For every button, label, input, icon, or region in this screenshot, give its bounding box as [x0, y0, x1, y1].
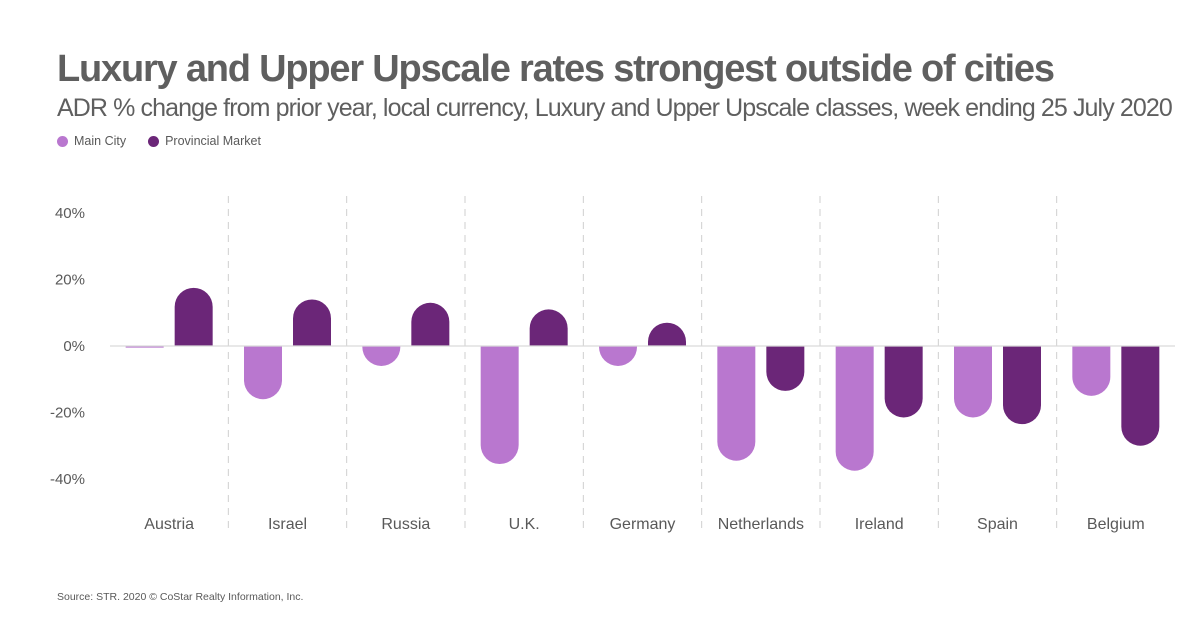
category-label: Belgium: [1087, 516, 1145, 533]
legend-item-main-city: Main City: [57, 134, 126, 148]
y-tick-label: -40%: [50, 471, 85, 488]
bar-provincial-market-israel: [293, 299, 331, 346]
legend: Main City Provincial Market: [57, 134, 283, 148]
y-tick-label: 40%: [55, 205, 85, 222]
category-label: Russia: [381, 516, 430, 533]
bar-provincial-market-netherlands: [766, 346, 805, 391]
legend-label-provincial-market: Provincial Market: [165, 134, 261, 148]
legend-item-provincial-market: Provincial Market: [148, 134, 261, 148]
chart-title: Luxury and Upper Upscale rates strongest…: [57, 48, 1055, 90]
y-tick-label: 20%: [55, 272, 85, 289]
bar-main-city-u-k: [480, 346, 519, 465]
chart-subtitle: ADR % change from prior year, local curr…: [57, 94, 1173, 122]
y-tick-label: -20%: [50, 405, 85, 422]
bar-provincial-market-spain: [1003, 346, 1041, 425]
bar-main-city-ireland: [835, 346, 874, 471]
bar-provincial-market-russia: [411, 302, 450, 346]
category-label: U.K.: [509, 516, 540, 533]
bar-provincial-market-ireland: [884, 346, 923, 418]
bar-main-city-russia: [362, 346, 401, 366]
category-label: Germany: [610, 516, 676, 533]
bar-main-city-netherlands: [717, 346, 756, 461]
bar-provincial-market-u-k: [529, 309, 568, 346]
category-label: Austria: [144, 516, 194, 533]
category-label: Israel: [268, 516, 307, 533]
legend-swatch-provincial-market: [148, 135, 160, 147]
category-label: Ireland: [855, 516, 904, 533]
y-tick-label: 0%: [63, 338, 85, 355]
bar-main-city-germany: [599, 346, 637, 366]
bar-main-city-israel: [244, 346, 282, 400]
source-note: Source: STR. 2020 © CoStar Realty Inform…: [57, 591, 304, 603]
legend-label-main-city: Main City: [74, 134, 127, 148]
bar-provincial-market-belgium: [1121, 346, 1160, 446]
bar-main-city-spain: [954, 346, 992, 418]
category-label: Spain: [977, 516, 1018, 533]
bar-main-city-belgium: [1072, 346, 1111, 396]
bar-provincial-market-germany: [648, 322, 686, 346]
category-label: Netherlands: [718, 516, 804, 533]
legend-swatch-main-city: [57, 135, 68, 147]
bar-provincial-market-austria: [174, 287, 213, 346]
